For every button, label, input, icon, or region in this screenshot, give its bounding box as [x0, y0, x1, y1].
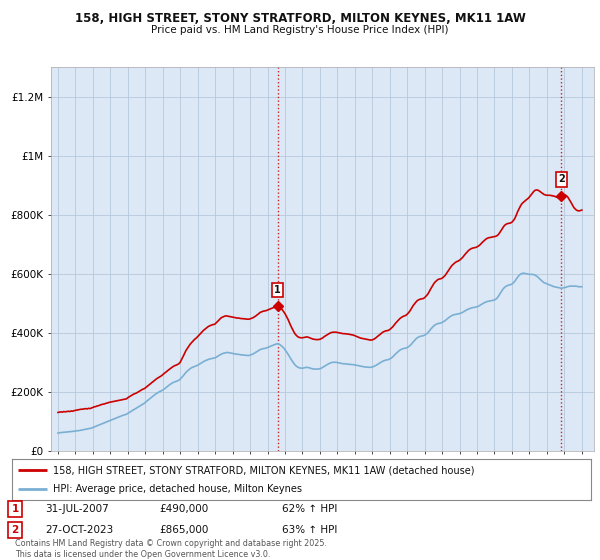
- Text: 1: 1: [274, 285, 281, 295]
- Text: HPI: Average price, detached house, Milton Keynes: HPI: Average price, detached house, Milt…: [53, 484, 302, 494]
- Text: Contains HM Land Registry data © Crown copyright and database right 2025.
This d: Contains HM Land Registry data © Crown c…: [15, 539, 327, 559]
- Text: 158, HIGH STREET, STONY STRATFORD, MILTON KEYNES, MK11 1AW: 158, HIGH STREET, STONY STRATFORD, MILTO…: [74, 12, 526, 25]
- Text: 63% ↑ HPI: 63% ↑ HPI: [282, 525, 337, 535]
- Text: 2: 2: [558, 174, 565, 184]
- Text: 27-OCT-2023: 27-OCT-2023: [45, 525, 113, 535]
- Text: 62% ↑ HPI: 62% ↑ HPI: [282, 504, 337, 514]
- Text: £865,000: £865,000: [159, 525, 208, 535]
- Text: 2: 2: [11, 525, 19, 535]
- Text: £490,000: £490,000: [159, 504, 208, 514]
- Text: 1: 1: [11, 504, 19, 514]
- Text: 158, HIGH STREET, STONY STRATFORD, MILTON KEYNES, MK11 1AW (detached house): 158, HIGH STREET, STONY STRATFORD, MILTO…: [53, 465, 474, 475]
- Text: Price paid vs. HM Land Registry's House Price Index (HPI): Price paid vs. HM Land Registry's House …: [151, 25, 449, 35]
- Text: 31-JUL-2007: 31-JUL-2007: [45, 504, 109, 514]
